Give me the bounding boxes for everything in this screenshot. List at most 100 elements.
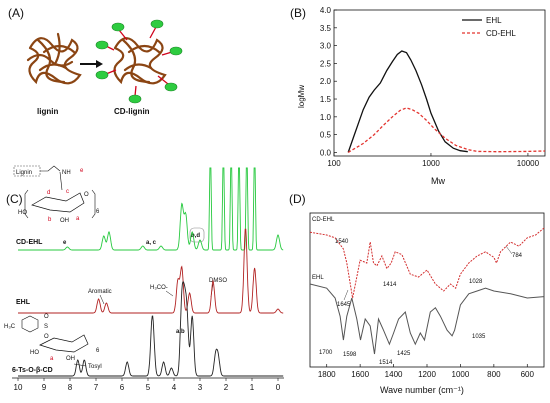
x-tick-label: 1200 bbox=[418, 370, 436, 379]
x-tick-label: 2 bbox=[224, 383, 229, 392]
x-tick-label: 1 bbox=[250, 383, 255, 392]
atom-label-e: e bbox=[80, 168, 84, 174]
x-tick-label: 0 bbox=[276, 383, 281, 392]
cd-ehl-structure: Lignin NH e d c b a O HO OH 6 bbox=[13, 165, 100, 224]
peak-label-1035: 1035 bbox=[472, 334, 486, 340]
annotation-aromatic: Aromatic bbox=[88, 289, 112, 295]
nmr-spectrum-1 bbox=[18, 228, 284, 314]
y-tick-label: 4.0 bbox=[320, 6, 332, 15]
y-tick-label: 3.0 bbox=[320, 42, 332, 51]
sulfonyl-oxygen-label-2: O bbox=[44, 334, 49, 340]
series-label-cd-ehl-d: CD-EHL bbox=[312, 217, 335, 223]
x-tick-label: 1400 bbox=[385, 370, 403, 379]
atom-label-a: a bbox=[76, 216, 80, 222]
peak-label-1700: 1700 bbox=[319, 350, 333, 356]
ts-repeat-count-label: 6 bbox=[96, 348, 100, 354]
x-axis-label-d: Wave number (cm⁻¹) bbox=[380, 385, 464, 395]
panel-label-b: (B) bbox=[290, 6, 306, 20]
y-tick-label: 1.5 bbox=[320, 95, 332, 104]
annotation-tosyl: Tosyl bbox=[88, 364, 102, 370]
atom-label-c: c bbox=[66, 189, 69, 195]
peak-label-1425: 1425 bbox=[397, 351, 411, 357]
legend-b: EHL CD-EHL bbox=[462, 16, 516, 38]
ts-oh-label: OH bbox=[66, 356, 75, 362]
arrow-icon bbox=[80, 60, 103, 68]
y-tick-label: 1.0 bbox=[320, 113, 332, 122]
x-tick-label: 5 bbox=[146, 383, 151, 392]
nh-label: NH bbox=[62, 170, 71, 176]
panel-d: (D) Wave number (cm⁻¹) CD-EHL EHL 1800 16… bbox=[289, 192, 545, 395]
annotation-ac: a, c bbox=[146, 240, 157, 246]
lignin-caption: lignin bbox=[37, 107, 58, 116]
ftir-line-ehl bbox=[309, 283, 545, 355]
cd-lignin-caption: CD-lignin bbox=[114, 107, 150, 116]
sulfur-label: S bbox=[44, 324, 48, 330]
ftir-line-cd-ehl bbox=[309, 227, 545, 299]
y-tick-label: 2.5 bbox=[320, 59, 332, 68]
annotation-bd-marker bbox=[189, 227, 205, 243]
peak-labels-ehl: 1700 1598 1514 1425 1035 bbox=[319, 334, 486, 366]
series-b bbox=[347, 50, 546, 153]
y-tick-label: 2.0 bbox=[320, 77, 332, 86]
x-tick-label: 1000 bbox=[422, 159, 440, 168]
series-line-ehl bbox=[347, 50, 468, 153]
panel-a: (A) lignin bbox=[8, 6, 183, 116]
ring-oxygen-label: O bbox=[84, 192, 89, 198]
peak-label-1598: 1598 bbox=[343, 352, 357, 358]
spectrum-label-ts-cd: 6-Ts-O-β-CD bbox=[12, 367, 53, 374]
ts-atom-label-a: a bbox=[50, 356, 54, 362]
x-tick-label: 10000 bbox=[517, 159, 540, 168]
series-d bbox=[309, 227, 545, 355]
panel-c: (C) Lignin NH e d c b a O HO OH 6 H₃C S … bbox=[4, 165, 284, 392]
series-line-cd-ehl bbox=[347, 107, 546, 153]
panel-label-a: (A) bbox=[8, 6, 24, 20]
spectrum-label-ehl: EHL bbox=[16, 299, 31, 306]
atom-label-d: d bbox=[47, 190, 50, 196]
x-tick-label: 800 bbox=[487, 370, 501, 379]
annotation-e: e bbox=[63, 240, 67, 246]
peak-label-1414: 1414 bbox=[383, 282, 397, 288]
axis-ticks-d: 1800 1600 1400 1200 1000 800 600 bbox=[318, 364, 535, 379]
spectrum-label-cd-ehl: CD-EHL bbox=[16, 239, 43, 246]
peak-label-1028: 1028 bbox=[469, 279, 483, 285]
cd-lignin-illustration bbox=[95, 19, 183, 104]
spectra-c bbox=[18, 167, 284, 377]
legend-label-cd-ehl: CD-EHL bbox=[486, 29, 516, 38]
lignin-illustration bbox=[26, 32, 82, 85]
y-tick-label: 0.5 bbox=[320, 131, 332, 140]
x-tick-label: 600 bbox=[521, 370, 535, 379]
x-tick-label: 4 bbox=[172, 383, 177, 392]
x-tick-label: 6 bbox=[120, 383, 125, 392]
x-tick-label: 1800 bbox=[318, 370, 336, 379]
x-tick-label: 1000 bbox=[452, 370, 470, 379]
x-tick-label: 1600 bbox=[351, 370, 369, 379]
panel-label-c: (C) bbox=[6, 192, 23, 206]
nmr-spectrum-0 bbox=[18, 167, 284, 251]
y-tick-label: 3.5 bbox=[320, 24, 332, 33]
nmr-spectrum-2 bbox=[18, 281, 284, 377]
ts-cd-structure: H₃C S O O HO OH a 6 bbox=[4, 314, 100, 362]
ho-label: HO bbox=[18, 210, 27, 216]
y-axis-label-b: logMw bbox=[297, 85, 306, 108]
axis-ticks-c: 10 9 8 7 6 5 4 3 2 1 0 bbox=[14, 378, 281, 392]
panel-label-d: (D) bbox=[289, 192, 306, 206]
sulfonyl-oxygen-label: O bbox=[44, 314, 49, 320]
lignin-group-label: Lignin bbox=[16, 170, 32, 176]
x-axis-label-b: Mw bbox=[431, 176, 445, 186]
series-label-ehl-d: EHL bbox=[312, 275, 324, 281]
x-tick-label: 9 bbox=[42, 383, 47, 392]
methyl-label: H₃C bbox=[4, 324, 16, 330]
x-tick-label: 3 bbox=[198, 383, 203, 392]
annotation-methoxy: H₃CO- bbox=[150, 285, 168, 291]
oh-label: OH bbox=[60, 218, 69, 224]
plot-frame-b bbox=[333, 9, 546, 157]
peak-labels-cd-ehl: 1540 1645 1414 1028 784 bbox=[335, 239, 523, 308]
annotation-bd: b,d bbox=[191, 233, 200, 239]
legend-label-ehl: EHL bbox=[486, 16, 502, 25]
peak-label-1514: 1514 bbox=[379, 360, 393, 366]
atom-label-b: b bbox=[48, 217, 52, 223]
annotation-dmso: DMSO bbox=[209, 278, 227, 284]
axis-ticks-b: 100 1000 10000 0.0 0.5 1.0 1.5 2.0 2.5 3.0 3.5 4.0 bbox=[320, 6, 540, 168]
x-tick-label: 7 bbox=[94, 383, 99, 392]
x-tick-label: 10 bbox=[14, 383, 23, 392]
